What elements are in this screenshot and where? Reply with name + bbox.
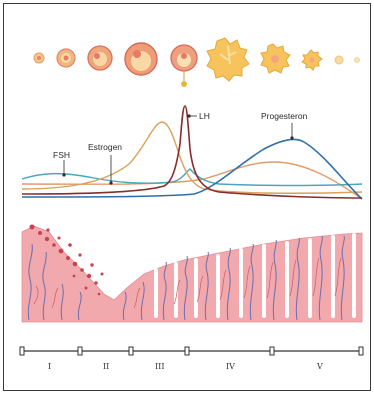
menstrual-fragments [29,224,104,296]
progesterone-secondary-curve [21,161,363,200]
phase-label-5: V [316,362,323,371]
hormone-chart: FSH Estrogen LH Progesteron [21,105,363,200]
corpus-albicans-2 [354,57,360,63]
corpus-luteum-3 [301,49,323,71]
endometrium-tissue [21,225,363,323]
spiral-arteries [27,235,345,321]
capillaries [33,257,342,309]
endometrial-glands [154,233,356,318]
follicle-primordial [33,52,45,64]
fsh-curve [21,168,363,187]
follicle-secondary [87,45,113,71]
menstrual-cycle-diagram: FSH Estrogen LH Progesteron [19,37,364,371]
phase-label-4: IV [226,362,235,371]
follicle-early-antral [124,42,158,76]
endometrium [21,224,363,323]
fsh-label: FSH [53,150,70,160]
follicle-row [33,37,360,87]
follicle-primary [56,48,76,68]
diagram-frame: FSH Estrogen LH Progesteron [3,3,371,391]
phase-ticks [19,346,364,356]
corpus-luteum-2 [260,43,291,74]
estrogen-label: Estrogen [88,142,122,152]
phase-label-1: I [48,362,51,371]
lh-label: LH [199,111,210,121]
corpus-albicans-1 [334,55,344,65]
follicle-graafian [170,44,198,87]
corpus-luteum-1 [206,37,250,82]
phase-label-3: III [155,362,164,371]
lh-curve [21,105,363,199]
phase-timeline: I II III IV V [19,346,364,371]
phase-label-2: II [103,362,109,371]
progesterone-label: Progesteron [261,111,308,121]
progesterone-curve [21,138,363,200]
